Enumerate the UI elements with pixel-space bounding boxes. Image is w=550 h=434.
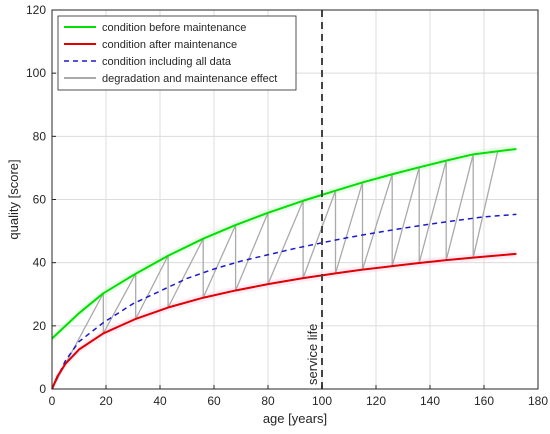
x-tick-label: 20 [99,394,113,408]
x-tick-label: 0 [49,394,56,408]
legend-label: condition before maintenance [102,22,246,34]
x-tick-label: 160 [474,394,494,408]
legend-label: degradation and maintenance effect [102,73,277,85]
x-tick-label: 120 [366,394,386,408]
series-line-3 [51,151,499,390]
x-tick-label: 80 [261,394,275,408]
y-tick-label: 20 [33,319,47,333]
y-axis-title: quality [score] [6,159,21,239]
series-line-0 [51,147,517,340]
x-tick-label: 180 [528,394,548,408]
x-tick-label: 40 [153,394,167,408]
y-tick-label: 40 [33,256,47,270]
series-line-2 [51,213,517,390]
y-tick-label: 80 [33,129,47,143]
series-layer [51,147,517,390]
legend: condition before maintenance condition af… [57,15,297,91]
tick-layer: 0 20 40 60 80 100 120 140 160 180 0 20 40 60 80 100 120 [26,3,548,408]
service-life-label: service life [305,324,320,385]
x-axis-title: age [years] [263,411,327,426]
band-shading [52,145,517,393]
after-band [52,250,517,393]
series-line-1 [51,252,517,390]
x-tick-label: 100 [312,394,332,408]
y-tick-label: 100 [26,66,46,80]
y-tick-label: 60 [33,193,47,207]
x-tick-label: 60 [207,394,221,408]
annotation-layer: service life [305,10,323,389]
x-tick-label: 140 [420,394,440,408]
legend-box [57,15,297,91]
y-tick-label: 0 [39,382,46,396]
y-tick-label: 120 [26,3,46,17]
legend-label: condition after maintenance [102,39,237,51]
legend-label: condition including all data [102,56,232,68]
